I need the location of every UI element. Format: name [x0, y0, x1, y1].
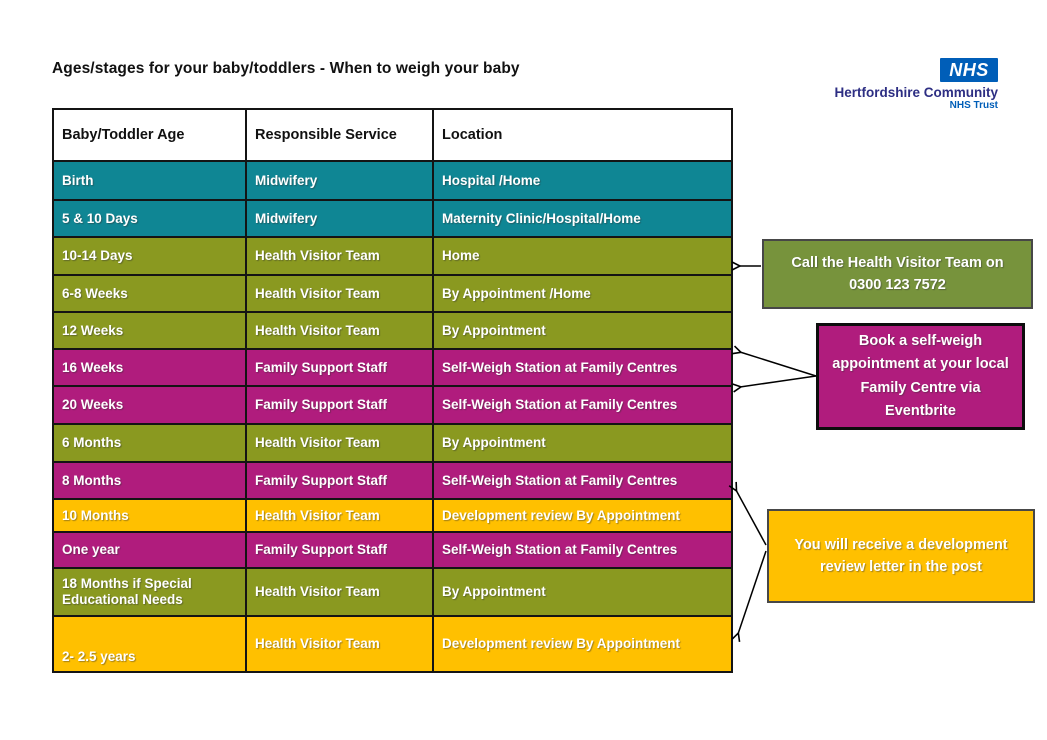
cell-service: Health Visitor Team — [245, 498, 434, 533]
cell-age: 8 Months — [52, 461, 247, 500]
cell-age: 18 Months if Special Educational Needs — [52, 567, 247, 617]
cell-age: 5 & 10 Days — [52, 199, 247, 238]
cell-location: Hospital /Home — [432, 160, 733, 201]
table-row: 10-14 Days Health Visitor Team Home — [52, 236, 733, 276]
cell-service: Family Support Staff — [245, 531, 434, 569]
callout-call-health-visitor: Call the Health Visitor Team on 0300 123… — [762, 239, 1033, 309]
cell-service: Family Support Staff — [245, 461, 434, 500]
cell-location: Development review By Appointment — [432, 498, 733, 533]
arrow-review-10m — [736, 490, 767, 546]
cell-location: Self-Weigh Station at Family Centres — [432, 348, 733, 387]
table-header-row: Baby/Toddler Age Responsible Service Loc… — [52, 108, 733, 162]
table-row: 12 Weeks Health Visitor Team By Appointmen… — [52, 311, 733, 350]
cell-service: Midwifery — [245, 160, 434, 201]
cell-age: Birth — [52, 160, 247, 201]
cell-age: One year — [52, 531, 247, 569]
table-row: 6-8 Weeks Health Visitor Team By Appointme… — [52, 274, 733, 313]
nhs-trust-label: NHS Trust — [949, 100, 998, 111]
column-header-service: Responsible Service — [245, 108, 434, 162]
cell-service: Family Support Staff — [245, 348, 434, 387]
nhs-logo-text: NHS — [949, 59, 989, 80]
cell-location: Home — [432, 236, 733, 276]
cell-service: Health Visitor Team — [245, 567, 434, 617]
callout-book-self-weigh: Book a self-weigh appointment at your lo… — [816, 323, 1025, 430]
table-row: Birth Midwifery Hospital /Home — [52, 160, 733, 201]
cell-age: 20 Weeks — [52, 385, 247, 425]
cell-location: By Appointment — [432, 567, 733, 617]
cell-service: Health Visitor Team — [245, 311, 434, 350]
cell-location: Maternity Clinic/Hospital/Home — [432, 199, 733, 238]
cell-location: Self-Weigh Station at Family Centres — [432, 531, 733, 569]
cell-age: 6-8 Weeks — [52, 274, 247, 313]
cell-age: 16 Weeks — [52, 348, 247, 387]
cell-age: 2- 2.5 years — [52, 615, 247, 673]
cell-location: Self-Weigh Station at Family Centres — [432, 461, 733, 500]
cell-age: 10 Months — [52, 498, 247, 533]
cell-location: By Appointment — [432, 311, 733, 350]
callout-development-review: You will receive a development review le… — [767, 509, 1035, 603]
nhs-org-name: Hertfordshire Community — [834, 85, 998, 100]
cell-age: 12 Weeks — [52, 311, 247, 350]
cell-service: Midwifery — [245, 199, 434, 238]
cell-service: Health Visitor Team — [245, 615, 434, 673]
page-title: Ages/stages for your baby/toddlers - Whe… — [52, 60, 520, 77]
cell-service: Health Visitor Team — [245, 274, 434, 313]
weigh-schedule-table: Baby/Toddler Age Responsible Service Loc… — [52, 108, 733, 673]
table-row: 8 Months Family Support Staff Self-Weigh S… — [52, 461, 733, 500]
cell-service: Health Visitor Team — [245, 236, 434, 276]
table-row: 18 Months if Special Educational Needs He… — [52, 567, 733, 617]
table-row: 16 Weeks Family Support Staff Self-Weigh S… — [52, 348, 733, 387]
table-row: 6 Months Health Visitor Team By Appointmen… — [52, 423, 733, 463]
cell-age: 6 Months — [52, 423, 247, 463]
column-header-location: Location — [432, 108, 733, 162]
cell-service: Family Support Staff — [245, 385, 434, 425]
cell-age: 10-14 Days — [52, 236, 247, 276]
table-row: 10 Months Health Visitor Team Development … — [52, 498, 733, 533]
nhs-logo-box: NHS — [940, 58, 998, 82]
arrow-review-2y — [738, 550, 767, 634]
cell-service: Health Visitor Team — [245, 423, 434, 463]
arrow-self-weigh-16w — [740, 352, 817, 377]
cell-location: Development review By Appointment — [432, 615, 733, 673]
table-row: 20 Weeks Family Support Staff Self-Weigh S… — [52, 385, 733, 425]
arrow-self-weigh-20w — [740, 375, 817, 387]
cell-location: Self-Weigh Station at Family Centres — [432, 385, 733, 425]
cell-location: By Appointment — [432, 423, 733, 463]
table-row: 2- 2.5 years Health Visitor Team Developme… — [52, 615, 733, 673]
cell-location: By Appointment /Home — [432, 274, 733, 313]
table-row: One year Family Support Staff Self-Weigh S… — [52, 531, 733, 569]
column-header-age: Baby/Toddler Age — [52, 108, 247, 162]
table-row: 5 & 10 Days Midwifery Maternity Clinic/Hos… — [52, 199, 733, 238]
